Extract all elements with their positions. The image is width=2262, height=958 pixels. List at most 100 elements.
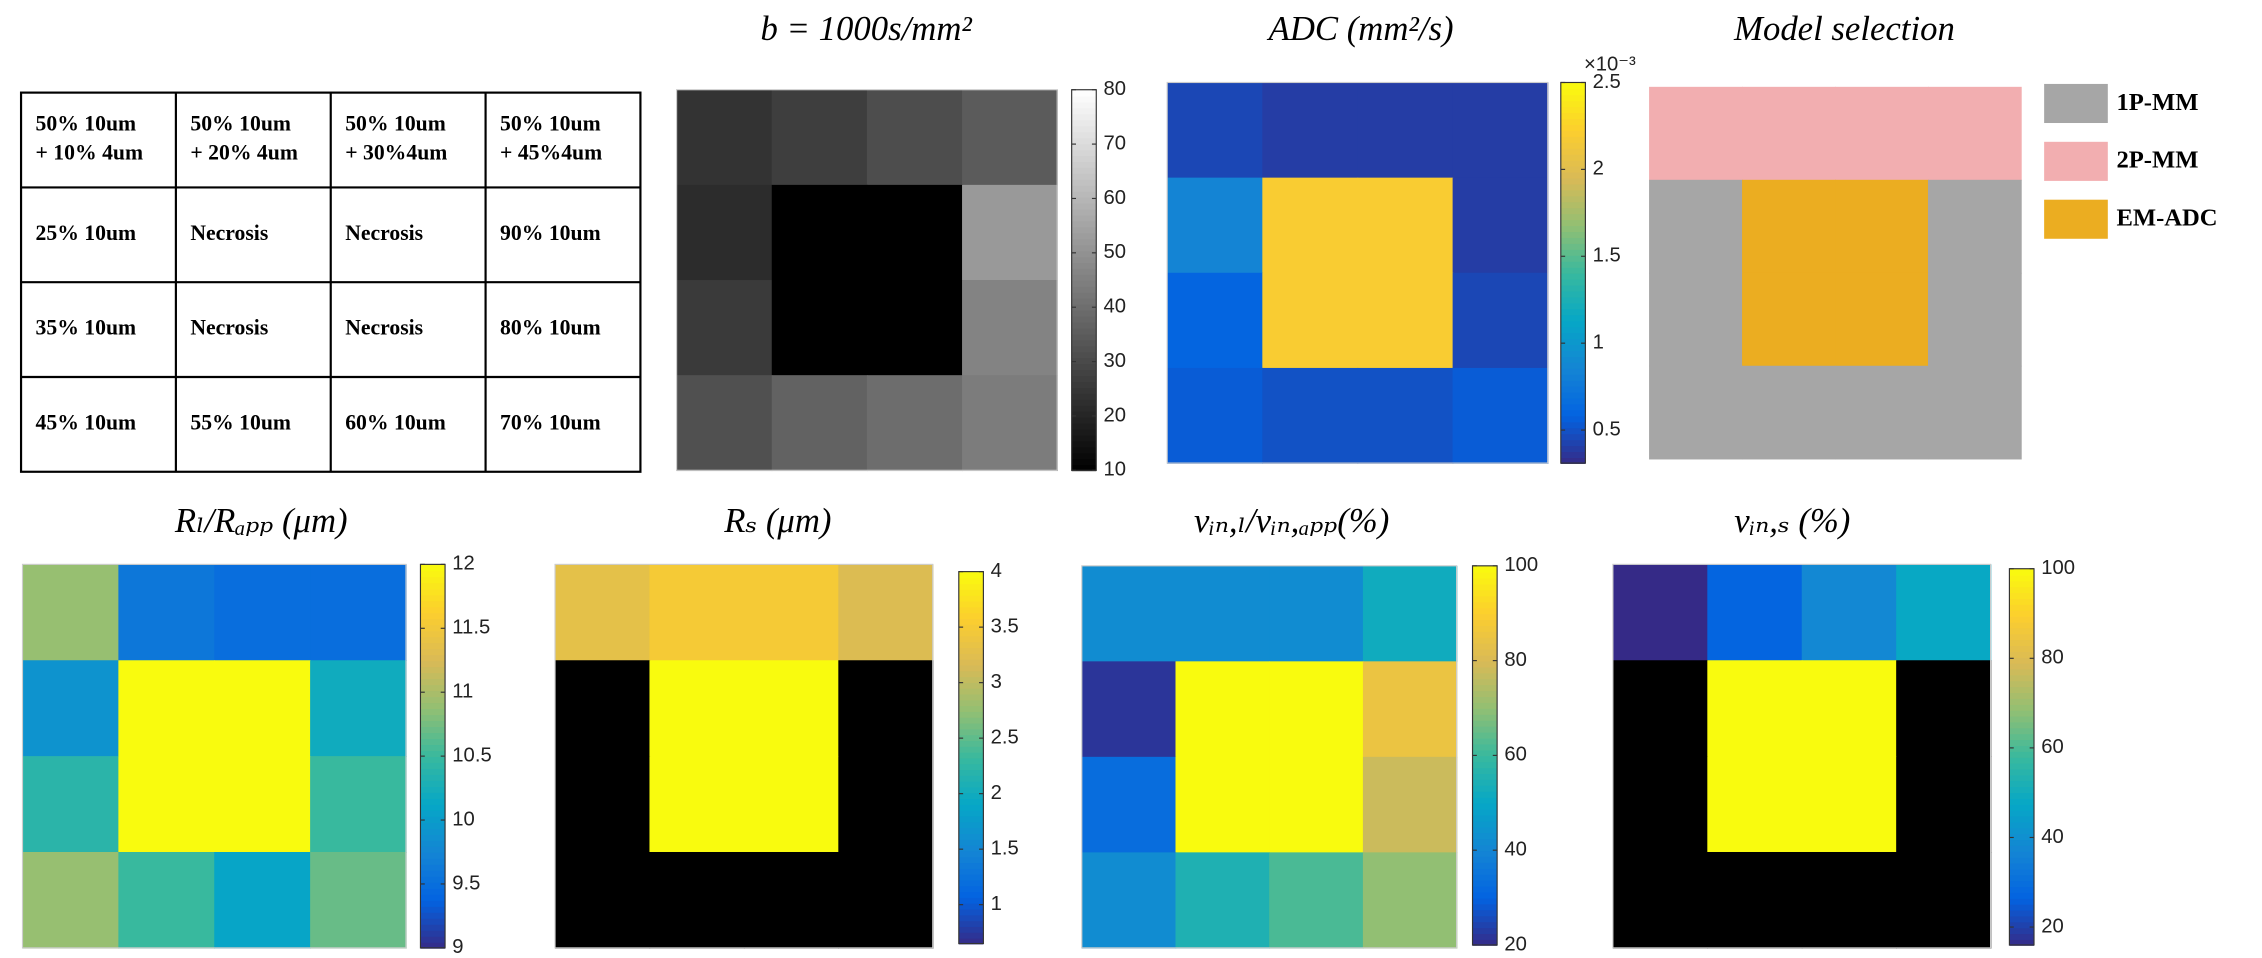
map-frame (21, 563, 407, 949)
colorbar-segment (1071, 125, 1097, 133)
colorbar-segment (2009, 756, 2035, 764)
colorbar-segment (1472, 779, 1498, 786)
colorbar-segment (2009, 733, 2035, 741)
heatmap-cell (1269, 565, 1364, 663)
heatmap-cell (1801, 564, 1897, 661)
colorbar-segment (1560, 171, 1586, 179)
colorbar-segment (1560, 231, 1586, 238)
heatmap-cell (1357, 272, 1454, 369)
colorbar-segment (1560, 314, 1586, 322)
colorbar-tick-label: 40 (1504, 839, 1527, 861)
colorbar-segment (1071, 303, 1097, 311)
colorbar-segment (1560, 225, 1586, 233)
colorbar-segment (1472, 909, 1498, 917)
colorbar-segment (1472, 921, 1498, 929)
heatmap-cell (743, 660, 840, 757)
colorbar-segment (1071, 262, 1097, 269)
heatmap-cell (310, 564, 407, 661)
colorbar-tick-label: 20 (2041, 915, 2064, 937)
colorbar-segment (1560, 189, 1586, 197)
colorbar-tick-label: 100 (1504, 554, 1538, 576)
heatmap-cell (1081, 756, 1177, 854)
colorbar-segment (1560, 385, 1586, 393)
colorbar-segment (1071, 232, 1097, 240)
colorbar-segment (1071, 226, 1097, 234)
colorbar-segment (1472, 565, 1498, 573)
colorbar-segment (1560, 136, 1586, 143)
colorbar-segment (958, 629, 984, 637)
heatmap-cell (771, 89, 868, 186)
colorbar-segment (1071, 250, 1097, 258)
colorbar-frame (1560, 81, 1586, 464)
colorbar-segment (2009, 874, 2035, 882)
colorbar-segment (1560, 308, 1586, 316)
colorbar-segment (958, 583, 984, 590)
heatmap-cell (962, 280, 1058, 376)
colorbar-tick-label: 1.5 (1593, 245, 1621, 267)
heatmap-cell (555, 564, 651, 661)
colorbar-tick-label: 10 (1104, 459, 1127, 481)
colorbar-segment (420, 750, 446, 757)
colorbar-tick-label: 10 (452, 808, 475, 830)
colorbar-segment (2009, 768, 2035, 776)
heatmap-cell (555, 756, 651, 853)
heatmap-cell (555, 851, 651, 949)
colorbar-segment (1472, 702, 1498, 709)
colorbar-segment (420, 768, 446, 775)
heatmap-cell (1452, 82, 1549, 179)
colorbar-tick-label: 80 (2041, 647, 2064, 669)
colorbar-segment (2009, 703, 2035, 711)
colorbar-segment (958, 844, 984, 852)
colorbar-tick-label: 40 (1104, 296, 1127, 318)
colorbar-segment (958, 757, 984, 765)
heatmap-cell (22, 851, 120, 949)
heatmap-cell (838, 660, 934, 757)
colorbar-segment (1071, 208, 1097, 216)
colorbar-tick-label: 70 (1104, 132, 1127, 154)
legend-swatch (2044, 141, 2108, 181)
colorbar-segment (1472, 607, 1498, 615)
colorbar-segment (958, 867, 984, 875)
heatmap-cell (310, 660, 407, 757)
colorbar-segment (420, 684, 446, 692)
colorbar-segment (1071, 351, 1097, 359)
colorbar-segment (1472, 856, 1498, 863)
colorbar-segment (2009, 845, 2035, 852)
colorbar-segment (958, 676, 984, 683)
colorbar-segment (1472, 654, 1498, 662)
colorbar-segment (1472, 814, 1498, 822)
heatmap-cell (22, 756, 120, 853)
colorbar-segment (958, 635, 984, 643)
table-cell-text: + 10% 4um (36, 140, 144, 164)
category-cell (1835, 272, 1929, 367)
colorbar-segment (420, 875, 446, 883)
colorbar-segment (958, 682, 984, 689)
colorbar-segment (420, 893, 446, 901)
heatmap-cell (118, 564, 215, 661)
colorbar-segment (420, 798, 446, 805)
colorbar-tick-label: 11 (452, 681, 473, 703)
table-cell-text: + 45%4um (500, 140, 602, 164)
colorbar-segment (1071, 416, 1097, 424)
heatmap-cell (866, 184, 963, 281)
colorbar-tick-label: 60 (1504, 744, 1527, 766)
colorbar-segment (1071, 464, 1097, 472)
colorbar-segment (1560, 409, 1586, 417)
colorbar-segment (1071, 220, 1097, 228)
colorbar-segment (1472, 636, 1498, 644)
colorbar-segment (1071, 101, 1097, 109)
heatmap-cell (1612, 564, 1709, 661)
panel-title: Rₗ/Rₐₚₚ (μm) (174, 501, 348, 540)
colorbar-segment (1071, 393, 1097, 400)
colorbar-segment (1071, 274, 1097, 281)
colorbar-segment (420, 810, 446, 817)
colorbar-segment (958, 664, 984, 672)
colorbar-segment (1472, 838, 1498, 846)
colorbar-segment (2009, 750, 2035, 758)
colorbar-segment (1560, 320, 1586, 328)
category-cell (1649, 272, 1743, 367)
colorbar-segment (420, 624, 446, 632)
colorbar-tick-label: 10.5 (452, 744, 491, 766)
colorbar-segment (1071, 167, 1097, 174)
colorbar-segment (1071, 339, 1097, 347)
